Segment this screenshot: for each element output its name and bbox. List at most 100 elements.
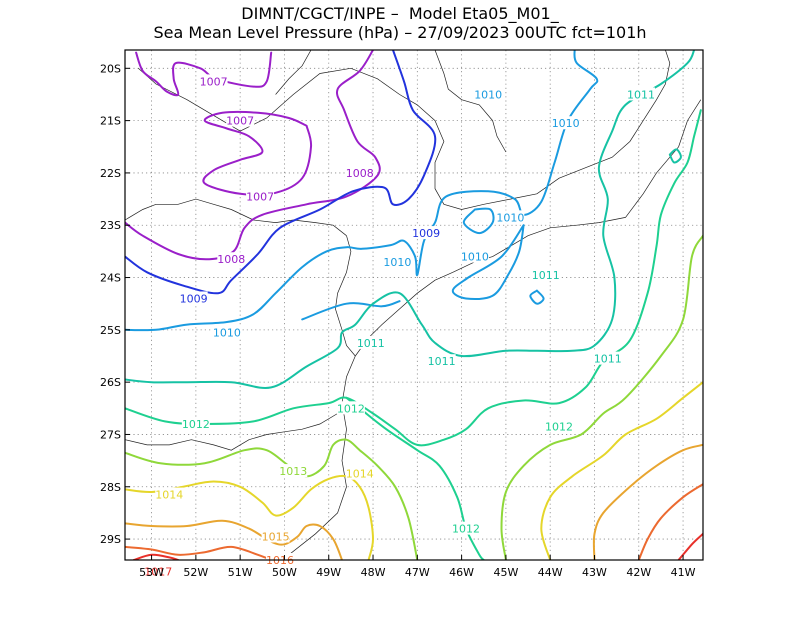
border-line: [125, 198, 347, 236]
isobar-label-bg: [427, 354, 456, 368]
isobar-label-bg: [460, 249, 489, 263]
isobar-label-bg: [336, 401, 365, 415]
isobar-contours: [125, 50, 703, 560]
lon-tick-label: 52W: [183, 566, 208, 579]
isobar-line-1013: [125, 438, 419, 560]
isobar-label-1010: 1010: [461, 251, 489, 264]
isobar-label-bg: [593, 351, 622, 365]
isobar-label-bg: [181, 417, 210, 430]
lon-tick-label: 50W: [272, 566, 297, 579]
lon-tick-label: 49W: [316, 566, 341, 579]
isobar-line-1010: [451, 224, 525, 301]
border-line: [355, 99, 702, 357]
isobar-line-1016: [125, 545, 273, 560]
isobar-line-1013: [500, 234, 703, 560]
isobar-label-1013: 1013: [279, 465, 307, 478]
isobar-label-1015: 1015: [262, 530, 290, 543]
isobar-label-bg: [383, 254, 412, 268]
isobar-label-1011: 1011: [627, 88, 655, 101]
lat-tick-label: 22S: [100, 167, 121, 180]
isobar-line-1017: [132, 553, 180, 560]
isobar-label-bg: [626, 87, 655, 101]
isobar-line-1014: [125, 474, 374, 560]
isobar-label-bg: [551, 116, 580, 130]
isobar-label-1009: 1009: [412, 227, 440, 240]
isobar-label-bg: [226, 113, 255, 127]
isobar-label-1012: 1012: [182, 418, 210, 431]
lat-tick-label: 25S: [100, 324, 121, 337]
isobar-line-1008: [125, 50, 381, 261]
isobar-line-1012: [345, 396, 485, 560]
isobar-labels: 1007 1007 1007 1008 1008 1009 1009 1010 1010 1010…: [144, 74, 655, 579]
isobar-label-bg: [496, 210, 525, 224]
isobar-line-1015: [592, 443, 703, 560]
border-line: [138, 50, 671, 210]
title-line-2: Sea Mean Level Pressure (hPa) – 27/09/20…: [153, 23, 647, 42]
lon-tick-label: 46W: [449, 566, 474, 579]
isobar-label-bg: [246, 189, 275, 203]
isobar-line-1011: [668, 148, 682, 164]
isobar-label-bg: [356, 335, 385, 349]
lat-tick-label: 24S: [100, 272, 121, 285]
axis-ticks: 53W 52W 51W 50W 49W 48W 47W 46W 45W 44W 43W 42W 41W 2…: [100, 62, 696, 579]
isobar-label-bg: [452, 521, 481, 535]
lon-tick-label: 53W: [139, 566, 164, 579]
isobar-line-1010: [301, 300, 401, 321]
isobar-label-1017: 1017: [144, 566, 172, 579]
isobar-line-1010: [462, 207, 495, 235]
isobar-label-bg: [279, 464, 308, 478]
isobar-label-bg: [345, 466, 374, 480]
isobar-line-1016: [637, 483, 703, 560]
isobar-line-1012: [125, 109, 702, 447]
lat-tick-label: 23S: [100, 219, 121, 232]
chart-title: DIMNT/CGCT/INPE – Model Eta05_M01_ Sea M…: [0, 4, 800, 42]
isobar-line-1014: [540, 381, 703, 560]
isobar-label-1007: 1007: [200, 75, 228, 88]
lon-tick-label: 47W: [405, 566, 430, 579]
lat-tick-label: 27S: [100, 428, 121, 441]
lat-tick-label: 28S: [100, 481, 121, 494]
border-line: [335, 235, 356, 357]
border-line: [434, 50, 507, 153]
isobar-label-bg: [155, 487, 184, 501]
isobar-line-1009: [125, 50, 437, 295]
lon-tick-label: 42W: [626, 566, 651, 579]
isobar-label-bg: [144, 564, 173, 578]
lat-tick-label: 26S: [100, 376, 121, 389]
isobar-label-bg: [199, 74, 228, 88]
isobar-label-1010: 1010: [213, 326, 241, 339]
isobar-line-1015: [125, 519, 343, 560]
lon-tick-label: 45W: [493, 566, 518, 579]
isobar-label-1011: 1011: [357, 337, 385, 350]
isobar-label-1009: 1009: [180, 292, 208, 305]
plot-frame-bg: [125, 50, 703, 560]
isobar-label-1012: 1012: [337, 402, 365, 415]
isobar-label-1007: 1007: [246, 190, 274, 203]
border-line: [279, 355, 356, 560]
isobar-label-1011: 1011: [428, 355, 456, 368]
isobar-line-1007: [202, 110, 313, 196]
isobar-label-1008: 1008: [217, 253, 245, 266]
border-line: [125, 413, 338, 451]
lon-tick-label: 43W: [582, 566, 607, 579]
lon-tick-label: 44W: [538, 566, 563, 579]
isobar-line-1007: [135, 51, 273, 97]
isobar-label-1012: 1012: [545, 421, 573, 434]
map-borders: [125, 50, 702, 560]
isobar-label-bg: [545, 419, 574, 433]
isobar-label-bg: [412, 226, 441, 240]
isobar-label-bg: [531, 267, 560, 281]
lon-tick-label: 41W: [671, 566, 696, 579]
lon-tick-label: 51W: [228, 566, 253, 579]
isobar-line-1011: [125, 50, 696, 389]
isobar-label-1010: 1010: [496, 211, 524, 224]
isobar-label-bg: [474, 87, 503, 101]
isobar-label-1011: 1011: [532, 269, 560, 282]
isobar-label-bg: [179, 291, 208, 305]
isobar-line-1010: [125, 50, 599, 332]
lat-tick-label: 29S: [100, 533, 121, 546]
isobar-label-bg: [345, 165, 374, 179]
isobar-line-1010: [529, 289, 545, 305]
plot-frame: [124, 49, 704, 561]
